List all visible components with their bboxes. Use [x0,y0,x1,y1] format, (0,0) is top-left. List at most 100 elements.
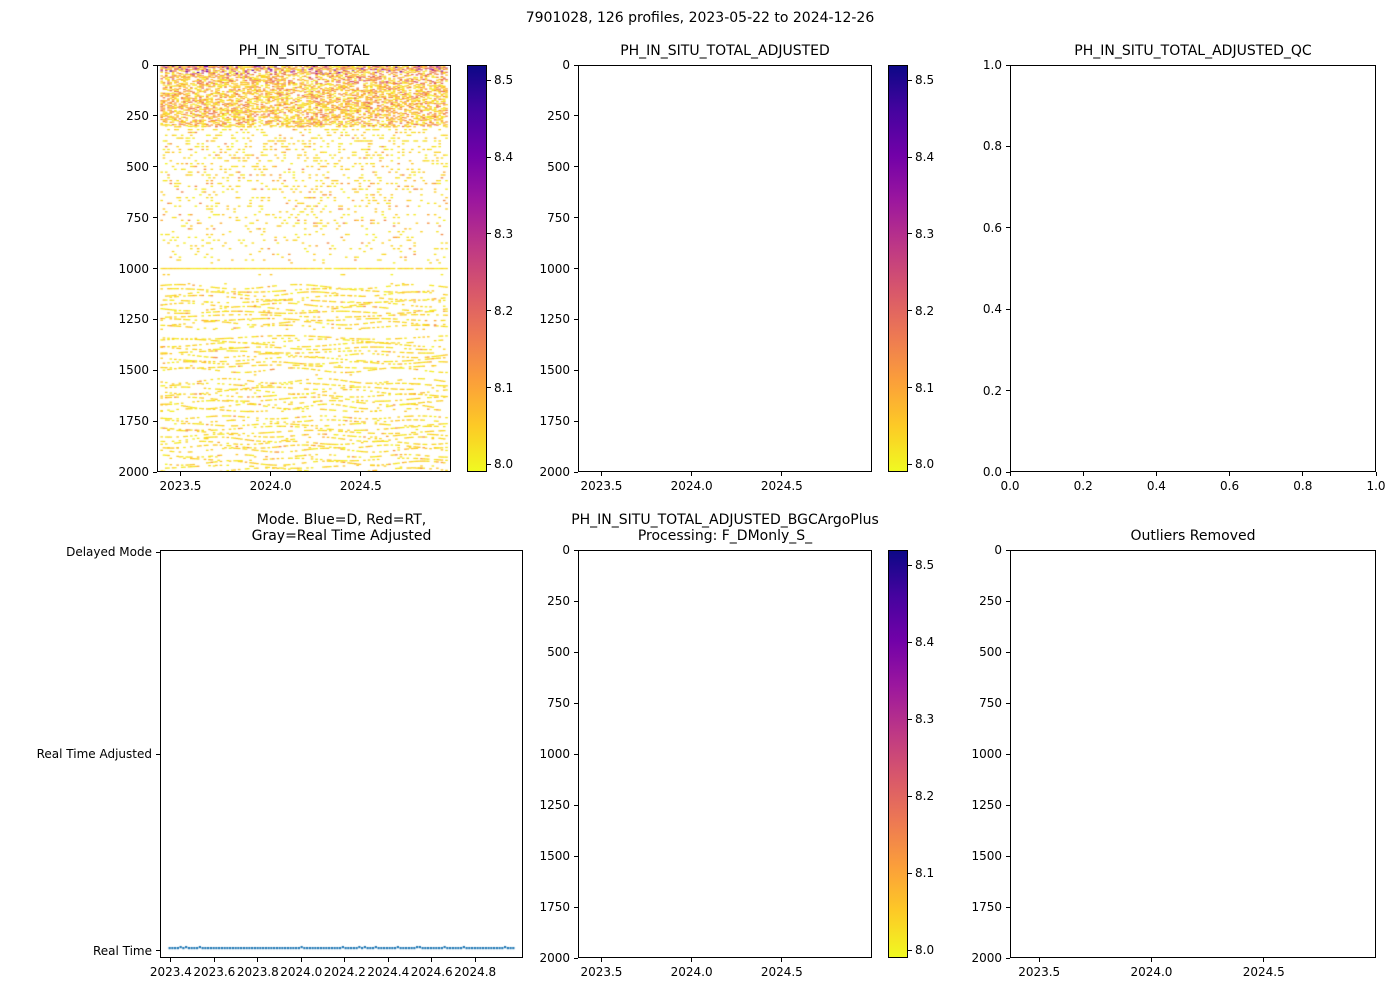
mode-category-label: Delayed Mode [66,545,152,560]
ph_in_situ_total-ytick-label: 1500 [118,363,149,378]
ph_in_situ_total_adjusted-ytick-label: 750 [547,210,570,225]
ph_in_situ_total_adjusted_qc-xtick-mark [1229,472,1231,476]
outliers_removed-ytick-label: 500 [979,645,1002,659]
figure-title: 7901028, 126 profiles, 2023-05-22 to 202… [525,10,875,26]
ph_in_situ_total_adjusted-colorbar-tick-mark [908,79,912,81]
outliers_removed-xtick-mark [1038,958,1040,962]
ph_in_situ_total_adjusted-colorbar-tick-label: 8.4 [915,150,935,165]
ph_in_situ_total_adjusted_qc-xtick-label: 0.4 [1146,479,1166,493]
ph_bgcargoplus-colorbar-tick-mark [908,949,912,951]
ph_in_situ_total-xtick-label: 2023.5 [159,479,202,493]
outliers_removed-xtick-mark [1263,958,1265,962]
ph_bgcargoplus-title: PH_IN_SITU_TOTAL_ADJUSTED_BGCArgoPlus Pr… [571,512,879,544]
ph_bgcargoplus-colorbar-tick-mark [908,564,912,566]
ph_in_situ_total-title: PH_IN_SITU_TOTAL [238,43,370,59]
ph_in_situ_total_adjusted-colorbar-tick-mark [908,156,912,158]
ph_in_situ_total_adjusted-ytick-label: 1250 [539,312,570,327]
ph_bgcargoplus-colorbar [888,550,908,958]
ph_in_situ_total-ytick-label: 250 [126,108,149,123]
ph_in_situ_total_adjusted_qc-ytick-label: 0.2 [982,383,1002,398]
ph_in_situ_total_adjusted-ytick-mark [574,420,578,422]
mode-xtick-mark [170,958,172,962]
ph_in_situ_total-ytick-mark [153,217,157,219]
outliers_removed-ytick-mark [1006,855,1010,857]
mode-xtick-mark [344,958,346,962]
ph_in_situ_total_adjusted_qc-ytick-label: 1.0 [982,58,1002,72]
ph_in_situ_total_adjusted-colorbar-tick-label: 8.2 [915,303,935,318]
ph_in_situ_total-xtick-mark [270,472,272,476]
outliers_removed-ytick-mark [1006,600,1010,602]
ph_in_situ_total-colorbar-tick-mark [487,79,491,81]
mode-xtick-label: 2023.4 [149,965,192,979]
ph_in_situ_total-ytick-label: 750 [126,210,149,225]
mode-title: Mode. Blue=D, Red=RT, Gray=Real Time Adj… [251,512,432,544]
ph_bgcargoplus-ytick-label: 250 [547,594,570,608]
ph_in_situ_total-ytick-label: 500 [126,159,149,174]
mode-ytick-mark [156,950,160,952]
outliers_removed-title: Outliers Removed [1130,528,1256,544]
outliers_removed-ytick-label: 2000 [971,951,1002,965]
ph_in_situ_total_adjusted-colorbar-tick-label: 8.1 [915,380,935,395]
ph_bgcargoplus-xtick-mark [781,958,783,962]
mode-xtick-mark [431,958,433,962]
outliers_removed-ytick-label: 1250 [971,798,1002,812]
ph_in_situ_total-scatter-canvas [158,66,450,471]
ph_bgcargoplus-xtick-label: 2023.5 [580,965,623,979]
mode-xtick-mark [300,958,302,962]
ph_in_situ_total_adjusted-colorbar-tick-label: 8.3 [915,226,935,241]
ph_in_situ_total_adjusted_qc-ytick-mark [1006,471,1010,473]
outliers_removed-ytick-label: 750 [979,696,1002,710]
outliers_removed-xtick-mark [1150,958,1152,962]
ph_in_situ_total_adjusted-ytick-label: 0 [562,58,570,72]
ph_in_situ_total_adjusted-ytick-mark [574,369,578,371]
ph_in_situ_total_adjusted-ytick-label: 2000 [539,465,570,479]
ph_in_situ_total_adjusted-ytick-label: 250 [547,108,570,123]
mode-xtick-label: 2024.2 [323,965,366,979]
ph_in_situ_total_adjusted_qc-title: PH_IN_SITU_TOTAL_ADJUSTED_QC [1074,43,1312,59]
ph_in_situ_total-ytick-mark [153,115,157,117]
outliers_removed-xtick-label: 2024.0 [1130,965,1173,979]
ph_bgcargoplus-ytick-label: 1000 [539,747,570,761]
ph_in_situ_total_adjusted_qc-xtick-label: 0.8 [1293,479,1313,493]
mode-ytick-mark [156,551,160,553]
outliers_removed-ytick-label: 1500 [971,849,1002,863]
ph_in_situ_total_adjusted_qc-xtick-mark [1009,472,1011,476]
outliers_removed-ytick-mark [1006,702,1010,704]
ph_in_situ_total_adjusted-colorbar-tick-label: 8.5 [915,73,935,88]
ph_in_situ_total_adjusted-ytick-label: 500 [547,159,570,174]
outliers_removed-ytick-label: 1750 [971,900,1002,914]
ph_in_situ_total_adjusted_qc-xtick-mark [1375,472,1377,476]
ph_bgcargoplus-xtick-mark [600,958,602,962]
outliers_removed-ytick-mark [1006,804,1010,806]
ph_bgcargoplus-xtick-label: 2024.0 [670,965,713,979]
ph_in_situ_total-ytick-mark [153,268,157,269]
ph_in_situ_total_adjusted_qc-xtick-mark [1302,472,1304,476]
ph_in_situ_total-xtick-label: 2024.5 [339,479,382,493]
mode-xtick-mark [474,958,476,962]
ph_in_situ_total-xtick-label: 2024.0 [249,479,292,493]
ph_in_situ_total_adjusted-xtick-mark [600,472,602,476]
ph_bgcargoplus-colorbar-tick-mark [908,795,912,797]
ph_bgcargoplus-ytick-mark [574,702,578,704]
ph_in_situ_total_adjusted-xtick-label: 2023.5 [580,479,623,493]
ph_in_situ_total_adjusted_qc-ytick-label: 0.4 [982,302,1002,317]
ph_in_situ_total-xtick-mark [360,472,362,476]
ph_in_situ_total_adjusted-colorbar-tick-mark [908,310,912,312]
ph_in_situ_total_adjusted_qc-xtick-mark [1155,472,1157,476]
ph_in_situ_total-colorbar-tick-label: 8.4 [494,150,514,165]
ph_in_situ_total-xtick-mark [179,472,181,476]
ph_in_situ_total_adjusted-xtick-label: 2024.5 [760,479,803,493]
ph_in_situ_total_adjusted-colorbar-tick-mark [908,387,912,389]
mode-xtick-label: 2023.8 [236,965,279,979]
ph_in_situ_total_adjusted_qc-xtick-mark [1082,472,1084,476]
ph_in_situ_total_adjusted-colorbar-tick-label: 8.0 [915,457,935,472]
mode-xtick-label: 2024.6 [410,965,453,979]
ph_in_situ_total-ytick-mark [153,420,157,422]
ph_in_situ_total-ytick-label: 0 [141,58,149,72]
ph_bgcargoplus-colorbar-tick-label: 8.3 [915,712,935,727]
ph_in_situ_total_adjusted-ytick-mark [574,64,578,66]
ph_bgcargoplus-colorbar-tick-label: 8.1 [915,866,935,881]
ph_bgcargoplus-ytick-label: 1250 [539,798,570,812]
ph_in_situ_total-ytick-label: 1750 [118,414,149,429]
